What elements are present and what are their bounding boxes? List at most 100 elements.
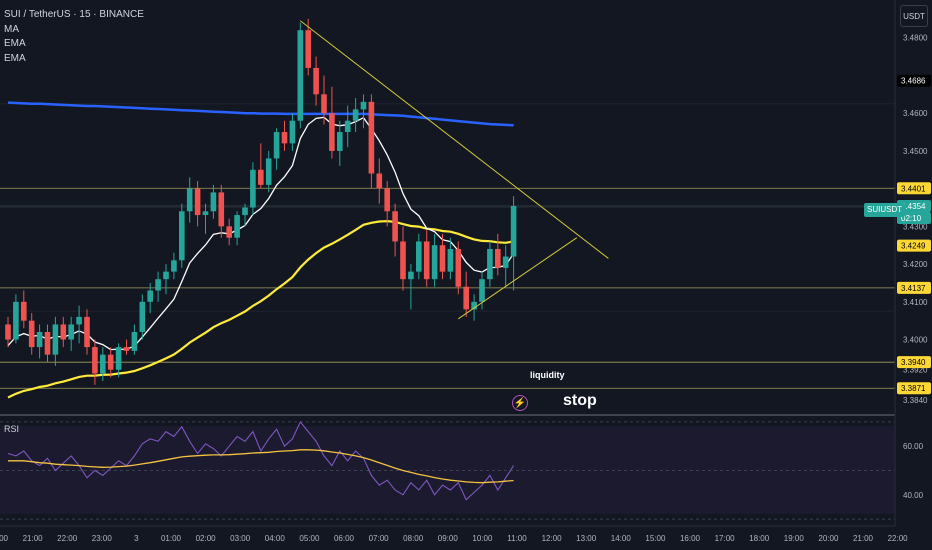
price-grid xyxy=(0,103,895,312)
price-tag: 3.4686 xyxy=(897,74,931,87)
time-tick-label: 11:00 xyxy=(507,534,527,543)
time-tick-label: 3 xyxy=(134,534,139,543)
candle-body xyxy=(115,347,122,370)
price-tag: 3.4249 xyxy=(897,239,931,252)
price-tag-bg xyxy=(897,211,931,224)
time-tick-label: 17:00 xyxy=(715,534,736,543)
rsi-label[interactable]: RSI xyxy=(4,424,20,434)
candle-body xyxy=(186,188,193,212)
candle-body xyxy=(179,211,185,261)
candle-body xyxy=(447,249,454,272)
candle xyxy=(423,230,430,287)
time-tick-label: 03:00 xyxy=(230,534,251,543)
price-tag: 3.3871 xyxy=(897,382,931,395)
price-tag-text: 3.4249 xyxy=(901,242,926,251)
candle xyxy=(115,343,122,378)
candle xyxy=(76,305,82,344)
time-tick-label: 07:00 xyxy=(369,534,390,543)
candle xyxy=(495,233,501,276)
time-tick-label: 21:00 xyxy=(23,534,44,543)
candle xyxy=(313,56,319,106)
candle-body xyxy=(28,320,35,348)
candle-body xyxy=(155,279,161,291)
time-tick-label: 02:00 xyxy=(196,534,217,543)
candle xyxy=(36,324,43,359)
price-tick-label: 3.4000 xyxy=(903,336,928,345)
time-tick-label: 22:00 xyxy=(57,534,78,543)
candle xyxy=(392,203,398,257)
candle xyxy=(281,120,288,151)
candle xyxy=(147,282,153,314)
candle xyxy=(186,177,193,223)
candle-body xyxy=(344,120,351,133)
candle xyxy=(305,18,311,76)
candle-body xyxy=(463,286,469,310)
candle-body xyxy=(76,316,82,325)
candle xyxy=(400,226,406,291)
candle xyxy=(258,143,264,189)
moving-averages xyxy=(7,101,515,399)
candle-body xyxy=(360,101,367,110)
candle-body xyxy=(423,241,430,280)
candle xyxy=(44,324,51,363)
candle-body xyxy=(479,279,485,302)
candle-body xyxy=(52,324,59,355)
rsi-line xyxy=(7,420,515,501)
time-tick-label: 04:00 xyxy=(265,534,286,543)
candle xyxy=(439,233,446,280)
indicator-ma[interactable]: MA xyxy=(4,23,19,35)
time-tick-label: 20:00 xyxy=(0,534,9,543)
time-tick-label: 14:00 xyxy=(611,534,632,543)
candle-body xyxy=(171,260,177,272)
ema-white-line xyxy=(7,116,515,351)
time-tick-label: 05:00 xyxy=(299,534,320,543)
price-tag: 3.4137 xyxy=(897,281,931,294)
price-tag: 3.4354 xyxy=(897,199,931,212)
price-tag: 02:10 xyxy=(897,211,931,224)
candle xyxy=(68,316,74,351)
candle xyxy=(337,120,343,166)
candle xyxy=(179,203,185,268)
candle-body xyxy=(455,249,462,287)
candle xyxy=(28,313,35,355)
symbol-title[interactable]: SUI / TetherUS · 15 · BINANCE xyxy=(4,9,144,20)
candle-body xyxy=(139,301,146,332)
price-tag-text: 3.4354 xyxy=(901,202,926,211)
time-tick-label: 19:00 xyxy=(784,534,805,543)
candle xyxy=(234,211,240,246)
candle-body xyxy=(510,205,517,257)
candle xyxy=(163,264,169,295)
candle-body xyxy=(392,211,398,242)
price-tick-label: 3.4500 xyxy=(903,147,928,156)
candle xyxy=(360,94,367,129)
candle-body xyxy=(242,207,248,216)
indicator-ema-2[interactable]: EMA xyxy=(4,52,26,64)
candle xyxy=(289,113,296,151)
candle xyxy=(344,105,351,148)
candle-body xyxy=(21,301,27,321)
candle xyxy=(107,347,114,378)
rsi-tick-label: 60.00 xyxy=(903,442,924,451)
price-tag-text: 3.4401 xyxy=(901,184,926,193)
candle xyxy=(329,86,335,159)
candle xyxy=(218,184,225,238)
currency-button[interactable]: USDT xyxy=(900,5,928,27)
candle-body xyxy=(502,256,509,268)
candle-body xyxy=(123,347,130,351)
lightning-icon[interactable]: ⚡ xyxy=(512,395,528,411)
candle xyxy=(202,203,209,234)
candle-body xyxy=(352,109,359,121)
candle xyxy=(155,271,161,302)
descending-trendline xyxy=(299,20,609,259)
time-tick-label: 21:00 xyxy=(853,534,874,543)
candle-body xyxy=(376,173,383,189)
price-tag-bg xyxy=(897,356,931,369)
indicator-ema-1[interactable]: EMA xyxy=(4,38,26,49)
candle-body xyxy=(258,169,264,185)
time-tick-label: 18:00 xyxy=(749,534,770,543)
candle-body xyxy=(337,132,343,151)
candle-body xyxy=(36,332,43,348)
stop-note: stop xyxy=(563,392,597,409)
candle xyxy=(52,316,59,366)
